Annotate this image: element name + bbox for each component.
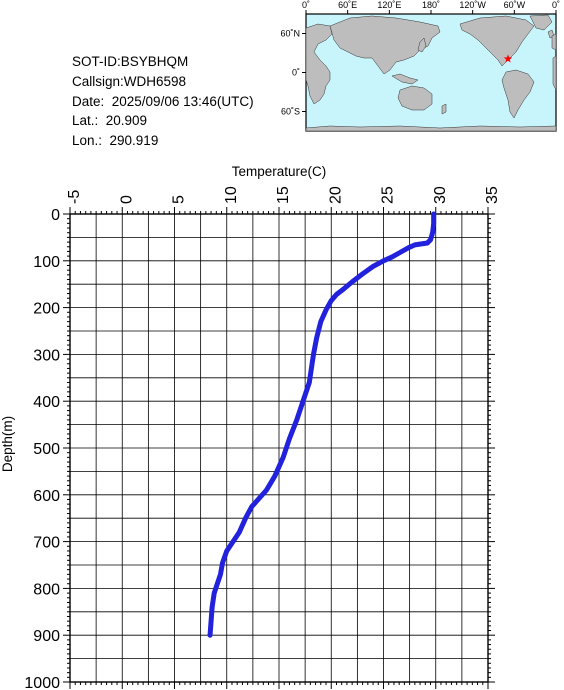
temperature-profile-line [207,211,437,638]
map-lon-label: 0˚ [552,0,560,10]
temperature-depth-chart: -5 0 5 10 15 20 25 30 35 0 100 200 300 400 500 600 700 8… [0,164,501,690]
y-tick-label: 400 [33,394,60,411]
x-tick-label: 30 [432,186,449,204]
map-lat-label: 0˚ [292,68,300,78]
y-tick-label: 100 [33,254,60,271]
x-tick-label: 5 [171,195,188,204]
lat-text: Lat.: 20.909 [72,113,148,129]
land-greenland [529,14,553,31]
map-lon-label: 60˚E [338,0,357,10]
map-lon-label: 0˚ [302,0,310,10]
callsign-text: Callsign:WDH6598 [72,73,187,89]
x-tick-label: 35 [484,186,501,204]
x-tick-label: 0 [118,195,135,204]
land-asia [329,15,441,75]
y-ticks: 0 100 200 300 400 500 600 700 800 900 1000 [24,207,495,690]
map-land [305,14,557,132]
x-tick-label: 20 [327,186,344,204]
x-tick-label: -5 [66,190,83,204]
land-australia [397,85,433,111]
land-antarctica [305,125,557,132]
x-tick-label: 10 [223,186,240,204]
y-tick-label: 800 [33,581,60,598]
x-ticks: -5 0 5 10 15 20 25 30 35 [66,186,501,689]
date-text: Date: 2025/09/06 13:46(UTC) [72,93,254,109]
map-ticks [302,10,557,112]
land-africa-right [552,55,557,91]
land-new-zealand [441,103,447,115]
y-tick-label: 200 [33,301,60,318]
y-tick-label: 600 [33,488,60,505]
chart-grid [69,213,489,683]
map-lon-labels: 0˚ 60˚E 120˚E 180˚ 120˚W 60˚W 0˚ [302,0,560,10]
x-tick-label: 15 [275,186,292,204]
map-marker [503,54,513,63]
land-indonesia [391,73,419,85]
location-map: 0˚ 60˚E 120˚E 180˚ 120˚W 60˚W 0˚ 60˚N 0˚ 60˚S [280,0,560,132]
map-lon-label: 120˚W [459,0,486,10]
land-africa-europe [305,23,333,105]
map-lon-label: 180˚ [422,0,440,10]
land-japan [417,37,427,53]
map-lat-label: 60˚S [281,107,300,117]
location-star [503,54,513,63]
y-tick-label: 300 [33,347,60,364]
lon-text: Lon.: 290.919 [72,133,159,149]
y-tick-label: 0 [51,207,60,224]
x-tick-label: 25 [380,186,397,204]
y-tick-label: 700 [33,535,60,552]
y-axis-title: Depth(m) [0,416,15,472]
land-south-america [501,69,535,119]
map-lon-label: 60˚W [504,0,526,10]
sot-id-text: SOT-ID:BSYBHQM [72,54,189,69]
profile-info: SOT-ID:BSYBHQM Callsign:WDH6598 Date: 20… [72,52,254,151]
map-lon-label: 120˚E [377,0,401,10]
map-lat-label: 60˚N [280,29,300,39]
map-lat-labels: 60˚N 0˚ 60˚S [280,29,300,117]
x-axis-title: Temperature(C) [232,164,327,179]
y-tick-label: 1000 [24,675,60,690]
y-tick-label: 500 [33,441,60,458]
y-tick-label: 900 [33,628,60,645]
land-europe-right [551,33,557,51]
